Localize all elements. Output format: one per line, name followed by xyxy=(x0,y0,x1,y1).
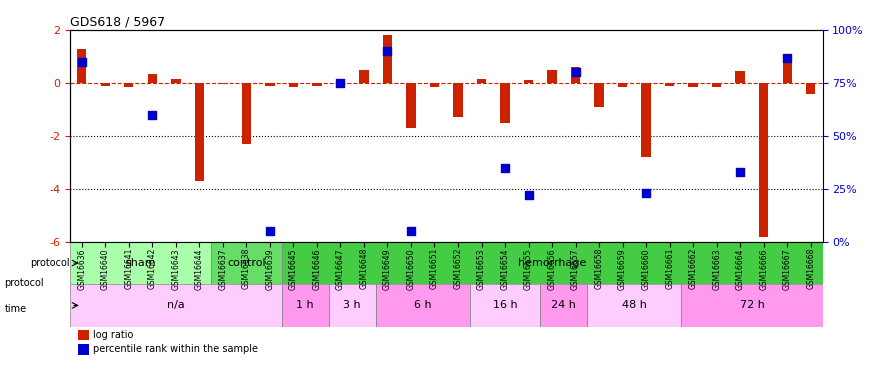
Point xyxy=(145,112,159,118)
Bar xyxy=(172,79,180,83)
Point xyxy=(74,59,88,65)
Bar xyxy=(265,83,275,86)
Text: percentile rank within the sample: percentile rank within the sample xyxy=(93,344,257,354)
Bar xyxy=(282,242,822,284)
Text: protocol: protocol xyxy=(4,278,44,288)
Bar xyxy=(524,80,533,83)
Bar xyxy=(806,83,816,93)
Bar xyxy=(101,83,110,86)
Text: log ratio: log ratio xyxy=(93,330,133,340)
Text: 3 h: 3 h xyxy=(343,300,361,310)
Bar xyxy=(124,83,134,87)
Bar xyxy=(641,83,651,157)
Bar xyxy=(211,242,282,284)
Text: hemorrhage: hemorrhage xyxy=(518,258,586,268)
Bar xyxy=(453,83,463,117)
Bar xyxy=(78,344,89,355)
Bar xyxy=(712,83,721,87)
Bar xyxy=(312,83,322,86)
Bar xyxy=(78,330,89,340)
Text: protocol: protocol xyxy=(31,258,70,268)
Text: 16 h: 16 h xyxy=(493,300,517,310)
Point xyxy=(522,192,536,198)
Bar xyxy=(70,284,282,327)
Bar xyxy=(289,83,298,87)
Point xyxy=(381,48,395,54)
Point xyxy=(639,190,653,196)
Text: 48 h: 48 h xyxy=(622,300,647,310)
Text: time: time xyxy=(4,304,26,314)
Bar xyxy=(587,284,682,327)
Text: n/a: n/a xyxy=(167,300,185,310)
Bar xyxy=(406,83,416,128)
Text: GDS618 / 5967: GDS618 / 5967 xyxy=(70,16,165,29)
Bar xyxy=(218,83,228,84)
Point xyxy=(333,80,347,86)
Point xyxy=(404,228,418,234)
Bar xyxy=(360,70,368,83)
Bar xyxy=(548,70,556,83)
Bar xyxy=(470,284,541,327)
Point xyxy=(780,54,794,60)
Bar xyxy=(375,284,470,327)
Bar xyxy=(689,83,698,87)
Text: 1 h: 1 h xyxy=(297,300,314,310)
Bar xyxy=(430,83,439,87)
Point xyxy=(733,169,747,175)
Point xyxy=(498,165,512,171)
Point xyxy=(569,69,583,75)
Text: control: control xyxy=(227,258,266,268)
Text: 72 h: 72 h xyxy=(739,300,765,310)
Bar xyxy=(541,284,587,327)
Bar xyxy=(282,284,329,327)
Bar xyxy=(382,35,392,83)
Bar xyxy=(70,242,211,284)
Bar xyxy=(329,284,375,327)
Bar xyxy=(682,284,822,327)
Bar xyxy=(594,83,604,107)
Text: sham: sham xyxy=(125,258,156,268)
Bar xyxy=(336,83,345,87)
Bar xyxy=(194,83,204,181)
Bar xyxy=(77,48,87,83)
Bar xyxy=(618,83,627,87)
Bar xyxy=(242,83,251,144)
Bar xyxy=(736,71,745,83)
Bar xyxy=(148,74,157,83)
Bar xyxy=(500,83,510,123)
Text: 24 h: 24 h xyxy=(551,300,577,310)
Point xyxy=(262,228,276,234)
Bar xyxy=(570,67,580,83)
Bar xyxy=(782,59,792,83)
Text: 6 h: 6 h xyxy=(414,300,431,310)
Bar xyxy=(759,83,768,237)
Bar xyxy=(477,79,487,83)
Bar xyxy=(665,83,675,86)
